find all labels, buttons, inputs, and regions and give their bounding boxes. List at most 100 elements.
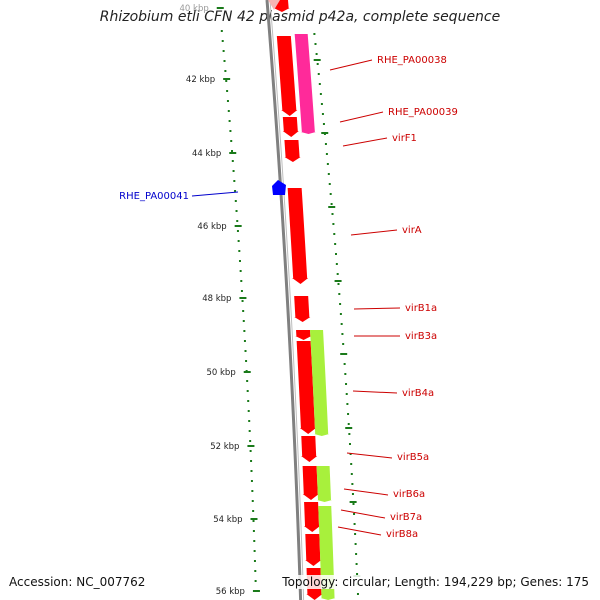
outer-ruler-dot <box>332 223 335 225</box>
inner-ruler-dot <box>254 570 257 572</box>
inner-major-tick <box>243 371 251 373</box>
gene-label-leader <box>342 137 388 147</box>
reverse-gene-arrow-green <box>316 466 332 502</box>
outer-major-tick <box>345 427 353 429</box>
gene-label-leader <box>353 307 401 310</box>
gene-label-leader <box>340 509 386 519</box>
outer-ruler-dot <box>317 73 320 75</box>
gene-label-leader <box>191 191 239 197</box>
outer-ruler-dot <box>344 373 347 375</box>
inner-ruler-dot <box>221 40 224 42</box>
gene-label: virB4a <box>402 388 434 399</box>
inner-ruler-dot <box>252 510 255 512</box>
inner-ruler-dot <box>224 70 227 72</box>
scale-label: 48 kbp <box>202 294 231 304</box>
backbone <box>265 0 305 600</box>
gene-label-leader <box>339 111 384 123</box>
inner-ruler-dot <box>251 500 254 502</box>
gene-label: RHE_PA00038 <box>377 55 447 66</box>
scale-label: 54 kbp <box>213 515 242 525</box>
outer-ruler-dot <box>356 573 359 575</box>
inner-ruler-dot <box>239 270 242 272</box>
inner-ruler-dot <box>235 210 238 212</box>
outer-ruler-dot <box>342 343 345 345</box>
inner-ruler-dot <box>220 30 223 32</box>
outer-major-tick <box>321 132 329 134</box>
outer-ruler-dot <box>345 393 348 395</box>
outer-ruler-dot <box>339 313 342 315</box>
outer-ruler-dot <box>347 413 350 415</box>
outer-ruler-dot <box>318 83 321 85</box>
gene-label: virA <box>402 225 422 236</box>
outer-ruler-dot <box>330 203 333 205</box>
gene-labels: RHE_PA00038 RHE_PA00039 virF1 RHE_PA00041vi… <box>119 55 458 540</box>
inner-ruler-dot <box>238 260 241 262</box>
inner-ruler-dot <box>232 170 235 172</box>
inner-major-tick <box>239 297 247 299</box>
inner-ruler-dot <box>229 130 232 132</box>
forward-gene-arrow <box>296 341 316 434</box>
scale-label: 52 kbp <box>210 442 239 452</box>
inner-ruler-dot <box>242 310 245 312</box>
forward-gene-arrow <box>302 466 319 500</box>
outer-ruler-dot <box>352 503 355 505</box>
gene-label: virB6a <box>393 489 425 500</box>
forward-gene-arrow <box>284 140 301 162</box>
forward-gene-arrow <box>305 534 322 566</box>
inner-ruler-dot <box>228 120 231 122</box>
inner-ruler-dot <box>231 150 234 152</box>
inner-ruler-dot <box>234 200 237 202</box>
inner-ruler-dot <box>234 190 237 192</box>
outer-ruler-dot <box>315 53 318 55</box>
map-title: Rhizobium etli CFN 42 plasmid p42a, comp… <box>99 9 501 25</box>
outer-ruler-dot <box>346 403 349 405</box>
inner-ruler-dot <box>242 320 245 322</box>
inner-ruler-dot <box>250 480 253 482</box>
forward-gene-arrow <box>294 296 311 322</box>
gene-label-leader <box>337 526 382 536</box>
outer-ruler-dot <box>340 323 343 325</box>
gene-label: RHE_PA00039 <box>388 107 458 118</box>
accession-label: Accession: NC_007762 <box>9 575 146 589</box>
topology-summary: Topology: circular; Length: 194,229 bp; … <box>280 575 591 589</box>
inner-ruler-dot <box>236 230 239 232</box>
outer-ruler-dot <box>343 363 346 365</box>
outer-ruler-dot <box>353 513 356 515</box>
inner-ruler-dot <box>236 220 239 222</box>
outer-major-tick <box>328 206 336 208</box>
inner-ruler-dot <box>243 340 246 342</box>
faded-gene-arrow <box>268 0 280 10</box>
outer-ruler-dot <box>348 443 351 445</box>
outer-ruler-dot <box>355 563 358 565</box>
gene-label: virB1a <box>405 303 437 314</box>
forward-gene-arrow <box>301 436 318 462</box>
outer-ruler-dot <box>355 553 358 555</box>
inner-ruler-dot <box>248 420 251 422</box>
outer-ruler-dot <box>321 113 324 115</box>
inner-ruler-dot <box>244 350 247 352</box>
outer-ruler-dot <box>347 423 350 425</box>
inner-ruler-dot <box>246 380 249 382</box>
outer-ruler-dot <box>335 253 337 255</box>
inner-ruler-dot <box>249 450 252 452</box>
outer-ruler-dot <box>351 493 354 495</box>
scale-label: 40 kbp <box>180 4 209 14</box>
inner-ruler-dot <box>226 100 229 102</box>
inner-ruler-dot <box>227 110 230 112</box>
inner-ruler-dot <box>222 50 225 52</box>
outer-ruler-dot <box>341 333 344 335</box>
inner-ruler-dot <box>250 460 253 462</box>
outer-ruler-dot <box>333 233 336 235</box>
outer-ruler-dot <box>334 243 337 245</box>
outer-ruler-dot <box>319 93 322 95</box>
inner-ruler-dot <box>254 580 257 582</box>
gene-label: virB7a <box>390 512 422 523</box>
outer-major-tick <box>334 280 342 282</box>
scale-label: 44 kbp <box>192 149 221 159</box>
outer-major-tick <box>340 353 348 355</box>
inner-major-tick <box>216 7 224 9</box>
inner-ruler-dot <box>248 430 251 432</box>
gene-label-leader <box>329 59 373 71</box>
inner-ruler-dot <box>237 240 240 242</box>
outer-ruler-dot <box>350 463 353 465</box>
